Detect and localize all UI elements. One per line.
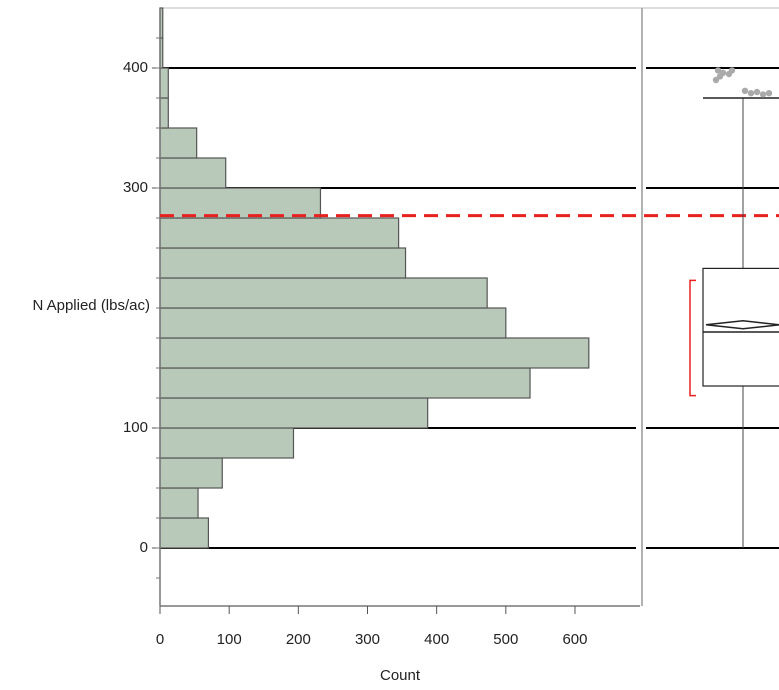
histogram-bar bbox=[159, 427, 295, 459]
x-tick-label: 400 bbox=[424, 631, 449, 648]
box bbox=[702, 267, 779, 387]
histogram-bar bbox=[159, 517, 210, 549]
y-tick-label: 300 bbox=[123, 179, 148, 196]
y-tick-label: 400 bbox=[123, 59, 148, 76]
outlier bbox=[765, 90, 773, 97]
x-tick-label: 100 bbox=[217, 631, 242, 648]
histogram-bar bbox=[159, 307, 507, 339]
histogram-bar bbox=[159, 397, 429, 429]
histogram-bar bbox=[159, 97, 169, 129]
outlier bbox=[712, 76, 720, 84]
x-tick-label: 0 bbox=[156, 631, 164, 648]
histogram-bar bbox=[159, 487, 199, 519]
y-tick-label: 0 bbox=[140, 539, 148, 556]
histogram-bar bbox=[159, 247, 407, 279]
histogram-bar bbox=[159, 457, 223, 489]
shortest-half-bracket bbox=[689, 279, 696, 397]
histogram-bar bbox=[159, 67, 169, 99]
x-tick-label: 600 bbox=[562, 631, 587, 648]
outlier bbox=[741, 87, 749, 95]
histogram-bar bbox=[159, 127, 198, 159]
x-tick-label: 300 bbox=[355, 631, 380, 648]
x-tick-label: 500 bbox=[493, 631, 518, 648]
outlier bbox=[714, 67, 722, 74]
x-axis-label: Count bbox=[380, 667, 421, 684]
outlier bbox=[753, 88, 761, 96]
y-tick-label: 100 bbox=[123, 419, 148, 436]
histogram-bar bbox=[159, 337, 590, 369]
y-axis-label: N Applied (lbs/ac) bbox=[32, 297, 150, 314]
histogram-bar bbox=[159, 367, 531, 399]
x-tick-label: 200 bbox=[286, 631, 311, 648]
histogram-bar bbox=[159, 157, 227, 189]
outlier bbox=[747, 90, 755, 97]
outlier bbox=[725, 70, 733, 78]
histogram-bar bbox=[159, 217, 400, 249]
outlier bbox=[759, 91, 767, 98]
mean-diamond bbox=[705, 320, 779, 330]
histogram-bar bbox=[159, 277, 488, 309]
histogram-bar bbox=[159, 187, 322, 219]
